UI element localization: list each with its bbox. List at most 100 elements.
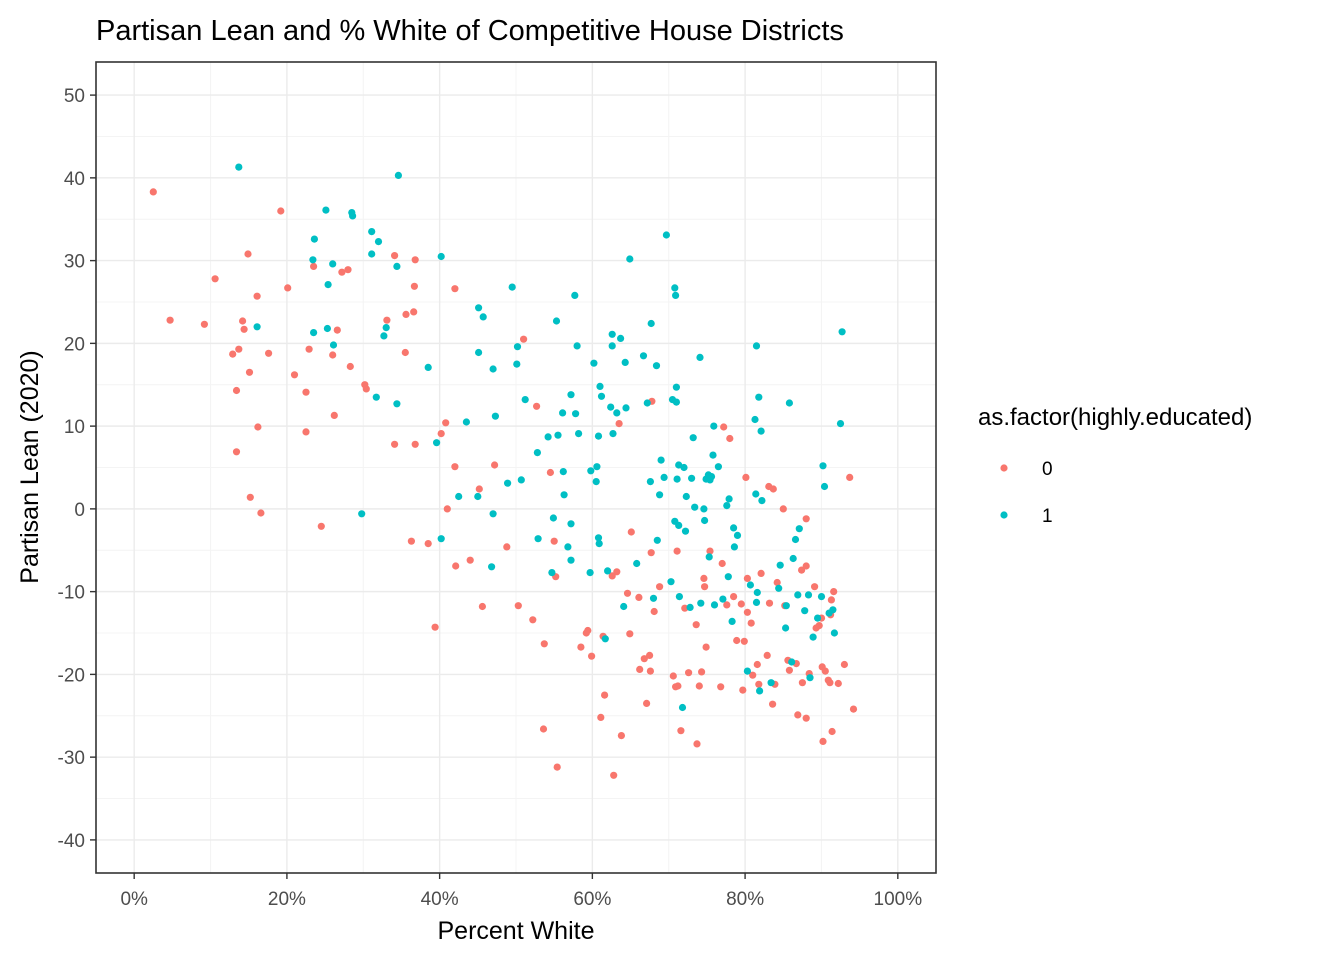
data-point — [643, 699, 651, 708]
data-point — [757, 427, 765, 435]
data-point — [329, 351, 337, 359]
data-point — [673, 547, 681, 555]
data-point — [302, 428, 310, 436]
y-tick-label: -30 — [58, 748, 85, 769]
data-point — [719, 595, 727, 603]
data-point — [697, 599, 705, 607]
plot-panel-border — [95, 61, 937, 874]
data-point — [830, 629, 839, 637]
data-point — [639, 352, 648, 360]
data-point — [802, 562, 810, 570]
data-point — [284, 284, 292, 292]
data-point — [546, 468, 555, 477]
data-point — [333, 326, 341, 334]
data-point — [608, 342, 616, 350]
data-point — [577, 643, 585, 651]
data-point — [451, 463, 459, 471]
data-point — [674, 682, 682, 690]
data-point — [597, 392, 606, 400]
data-point — [649, 594, 658, 602]
data-point — [710, 601, 719, 609]
data-point — [491, 412, 499, 420]
data-point — [244, 250, 252, 258]
data-point — [746, 581, 755, 589]
data-point — [691, 503, 699, 511]
data-point — [681, 527, 690, 535]
data-point — [235, 163, 243, 171]
data-point — [310, 262, 318, 270]
data-point — [677, 727, 685, 735]
data-point — [740, 637, 748, 645]
data-point — [401, 348, 409, 357]
data-point — [601, 635, 609, 643]
data-point — [733, 636, 741, 645]
data-point — [402, 310, 410, 318]
series-0-points — [149, 188, 858, 779]
data-point — [662, 231, 671, 239]
data-point — [782, 602, 790, 610]
minor-gridlines — [96, 62, 936, 873]
data-point — [410, 282, 418, 290]
data-point — [617, 334, 625, 342]
legend-title: as.factor(highly.educated) — [978, 404, 1252, 431]
legend-key-1 — [1000, 511, 1008, 519]
data-point — [613, 409, 621, 417]
data-point — [763, 651, 771, 660]
data-point — [277, 207, 285, 215]
data-point — [643, 399, 651, 407]
data-point — [730, 524, 738, 532]
data-point — [595, 540, 603, 548]
data-point — [559, 468, 567, 476]
data-point — [758, 497, 766, 505]
data-point — [650, 607, 658, 616]
data-point — [407, 537, 415, 545]
data-point — [253, 292, 261, 300]
data-point — [442, 419, 450, 427]
data-point — [254, 423, 262, 431]
data-point — [302, 388, 310, 396]
data-point — [503, 543, 511, 551]
data-point — [692, 621, 700, 629]
data-point — [836, 420, 845, 428]
data-point — [358, 510, 366, 518]
data-point — [575, 430, 583, 438]
data-point — [411, 440, 419, 448]
data-point — [533, 449, 542, 457]
data-point — [489, 365, 497, 373]
data-point — [433, 439, 441, 447]
data-point — [723, 502, 731, 510]
data-point — [815, 622, 823, 630]
data-point — [322, 206, 330, 214]
data-point — [623, 589, 632, 597]
data-point — [829, 606, 837, 614]
data-point — [554, 431, 562, 439]
data-point — [681, 604, 689, 612]
data-point — [362, 385, 370, 393]
data-point — [246, 493, 254, 501]
data-point — [239, 317, 247, 325]
data-point — [593, 463, 601, 471]
data-point — [588, 652, 596, 660]
data-point — [752, 490, 760, 498]
data-point — [702, 643, 710, 651]
data-point — [508, 283, 516, 291]
data-point — [636, 665, 644, 674]
data-point — [622, 404, 630, 412]
y-axis: -40 -30 -20 -10 0 10 20 30 40 50 — [58, 86, 96, 852]
data-point — [840, 660, 849, 669]
x-axis: 0% 20% 40% 60% 80% 100% — [120, 873, 922, 910]
data-point — [714, 463, 723, 471]
data-point — [504, 479, 512, 487]
data-point — [656, 583, 664, 591]
data-point — [437, 535, 445, 543]
data-point — [826, 679, 834, 687]
data-point — [723, 601, 731, 609]
data-point — [393, 400, 401, 408]
data-point — [806, 674, 814, 682]
data-point — [544, 433, 552, 441]
data-point — [743, 574, 752, 583]
data-point — [410, 308, 418, 316]
data-point — [521, 396, 529, 404]
data-point — [344, 266, 352, 274]
